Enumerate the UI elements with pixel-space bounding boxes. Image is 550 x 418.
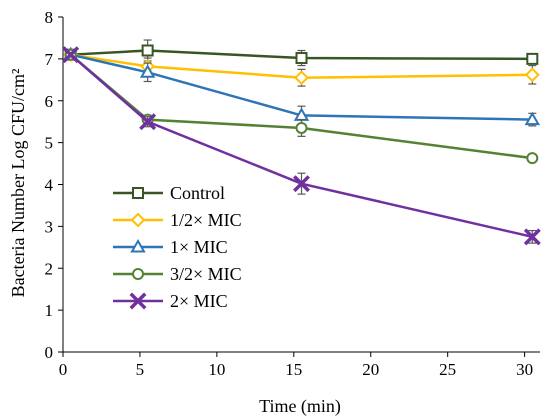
data-point xyxy=(62,46,80,64)
y-tick-label: 8 xyxy=(45,8,54,27)
x-tick-label: 25 xyxy=(439,360,456,379)
series-control xyxy=(64,39,539,67)
series-line xyxy=(69,53,533,239)
x-tick-label: 20 xyxy=(362,360,379,379)
data-point xyxy=(139,64,156,78)
series-layer xyxy=(62,39,541,246)
series-line xyxy=(70,49,533,61)
data-point xyxy=(293,175,310,193)
legend-label: Control xyxy=(170,183,225,203)
data-point xyxy=(295,121,308,134)
legend-label: 1× MIC xyxy=(170,237,228,257)
legend-label: 3/2× MIC xyxy=(170,264,242,284)
data-point xyxy=(132,268,144,280)
axes: 0 5 10 15 20 25 30 0 1 2 3 4 5 6 7 8 xyxy=(45,8,540,379)
legend-item: 1/2× MIC xyxy=(113,210,242,230)
legend-label: 1/2× MIC xyxy=(170,210,242,230)
legend-item: Control xyxy=(113,183,225,203)
x-axis-title: Time (min) xyxy=(259,396,341,417)
data-point xyxy=(130,238,146,253)
legend-label: 2× MIC xyxy=(170,291,228,311)
data-point xyxy=(129,292,147,310)
data-point xyxy=(132,187,144,199)
legend: Control 1/2× MIC 1× MIC 3/2× MIC 2× MIC xyxy=(113,183,242,311)
y-tick-label: 5 xyxy=(45,134,54,153)
x-tick-label: 0 xyxy=(59,360,68,379)
data-point xyxy=(295,52,308,65)
y-axis-title: Bacteria Number Log CFU/cm² xyxy=(8,69,28,298)
data-point xyxy=(294,70,309,86)
x-tick-label: 5 xyxy=(136,360,145,379)
data-point xyxy=(139,113,157,131)
data-point xyxy=(524,67,540,83)
data-point xyxy=(523,228,541,246)
data-point-stroke xyxy=(139,113,157,131)
y-tick-label: 2 xyxy=(45,259,54,278)
data-point-stroke xyxy=(129,292,147,310)
y-tick-label: 7 xyxy=(45,50,54,69)
y-tick-label: 1 xyxy=(45,301,54,320)
y-tick-label: 6 xyxy=(45,92,54,111)
x-tick-label: 30 xyxy=(516,360,533,379)
series-line xyxy=(70,53,533,121)
series-line xyxy=(70,53,533,79)
data-point xyxy=(524,111,541,126)
series-2-mic xyxy=(62,46,541,246)
data-point xyxy=(526,52,539,65)
legend-item: 1× MIC xyxy=(113,237,228,257)
x-tick-label: 15 xyxy=(285,360,302,379)
x-tick-label: 10 xyxy=(208,360,225,379)
data-point-stroke xyxy=(523,228,541,246)
legend-item: 3/2× MIC xyxy=(113,264,242,284)
y-tick-label: 0 xyxy=(45,343,54,362)
data-point xyxy=(526,152,539,165)
data-point xyxy=(130,212,146,228)
data-point-stroke xyxy=(62,46,80,64)
y-tick-label: 3 xyxy=(45,217,54,236)
data-point xyxy=(141,44,154,57)
legend-item: 2× MIC xyxy=(113,291,228,311)
y-tick-label: 4 xyxy=(45,176,54,195)
data-point-stroke xyxy=(293,175,310,193)
